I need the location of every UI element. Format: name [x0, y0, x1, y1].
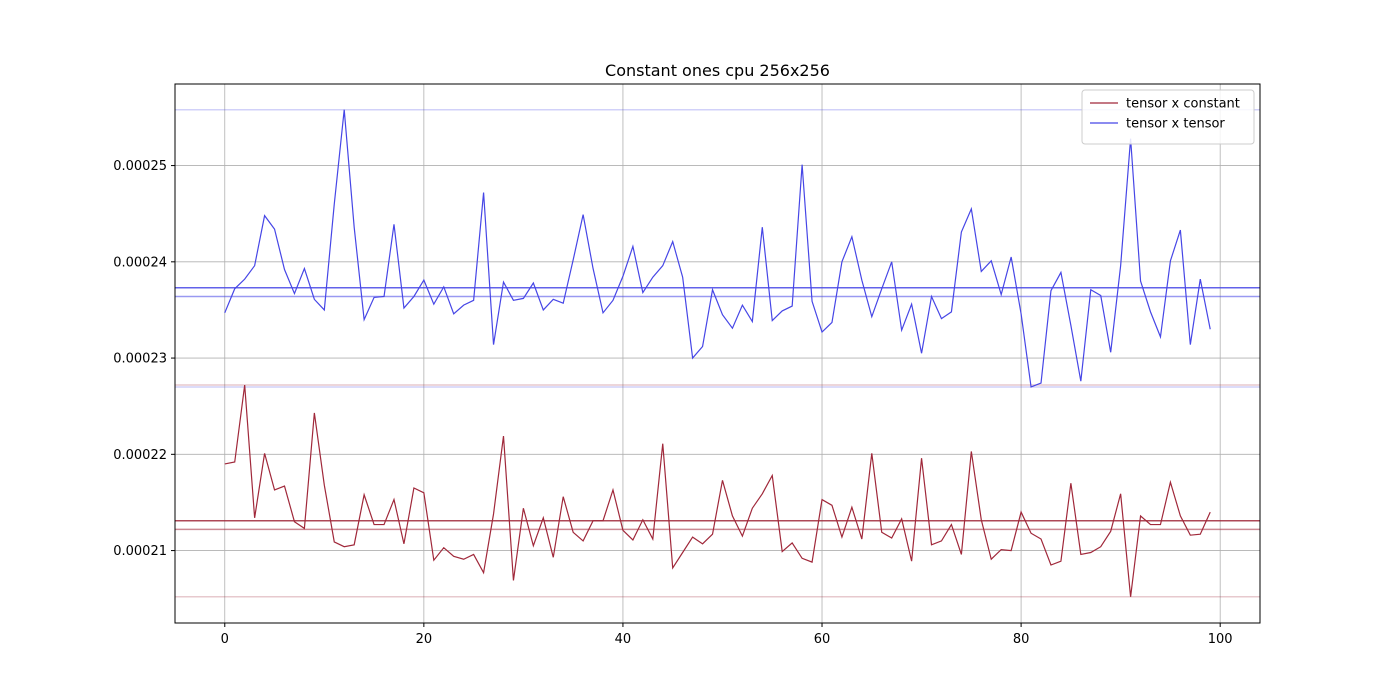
ticks-layer: 0 20 40 60 80 100 0.00021 0.00022 0.00023 0.00024… — [113, 159, 1232, 647]
reference-lines — [175, 108, 1260, 598]
y-tick-label: 0.00024 — [113, 255, 167, 270]
legend: tensor x constant tensor x tensor — [1081, 89, 1255, 145]
grid-layer — [175, 84, 1260, 623]
x-tick-label: 40 — [615, 632, 632, 647]
x-tick-label: 100 — [1208, 632, 1233, 647]
y-tick-label: 0.00023 — [113, 352, 167, 367]
chart-title: Constant ones cpu 256x256 — [605, 61, 830, 80]
plot-area-frame — [174, 83, 1261, 624]
y-tick-label: 0.00022 — [113, 448, 167, 463]
y-tick-label: 0.00025 — [113, 159, 167, 174]
series-line-2 — [224, 109, 1211, 388]
x-tick-label: 0 — [221, 632, 229, 647]
x-tick-label: 60 — [814, 632, 831, 647]
series-line-1 — [224, 384, 1211, 597]
x-tick-label: 20 — [416, 632, 433, 647]
y-tick-label: 0.00021 — [113, 544, 167, 559]
legend-label: tensor x constant — [1126, 97, 1240, 112]
series-layer — [224, 109, 1211, 597]
legend-box — [1081, 89, 1255, 145]
x-tick-label: 80 — [1013, 632, 1030, 647]
legend-label: tensor x tensor — [1126, 117, 1225, 132]
